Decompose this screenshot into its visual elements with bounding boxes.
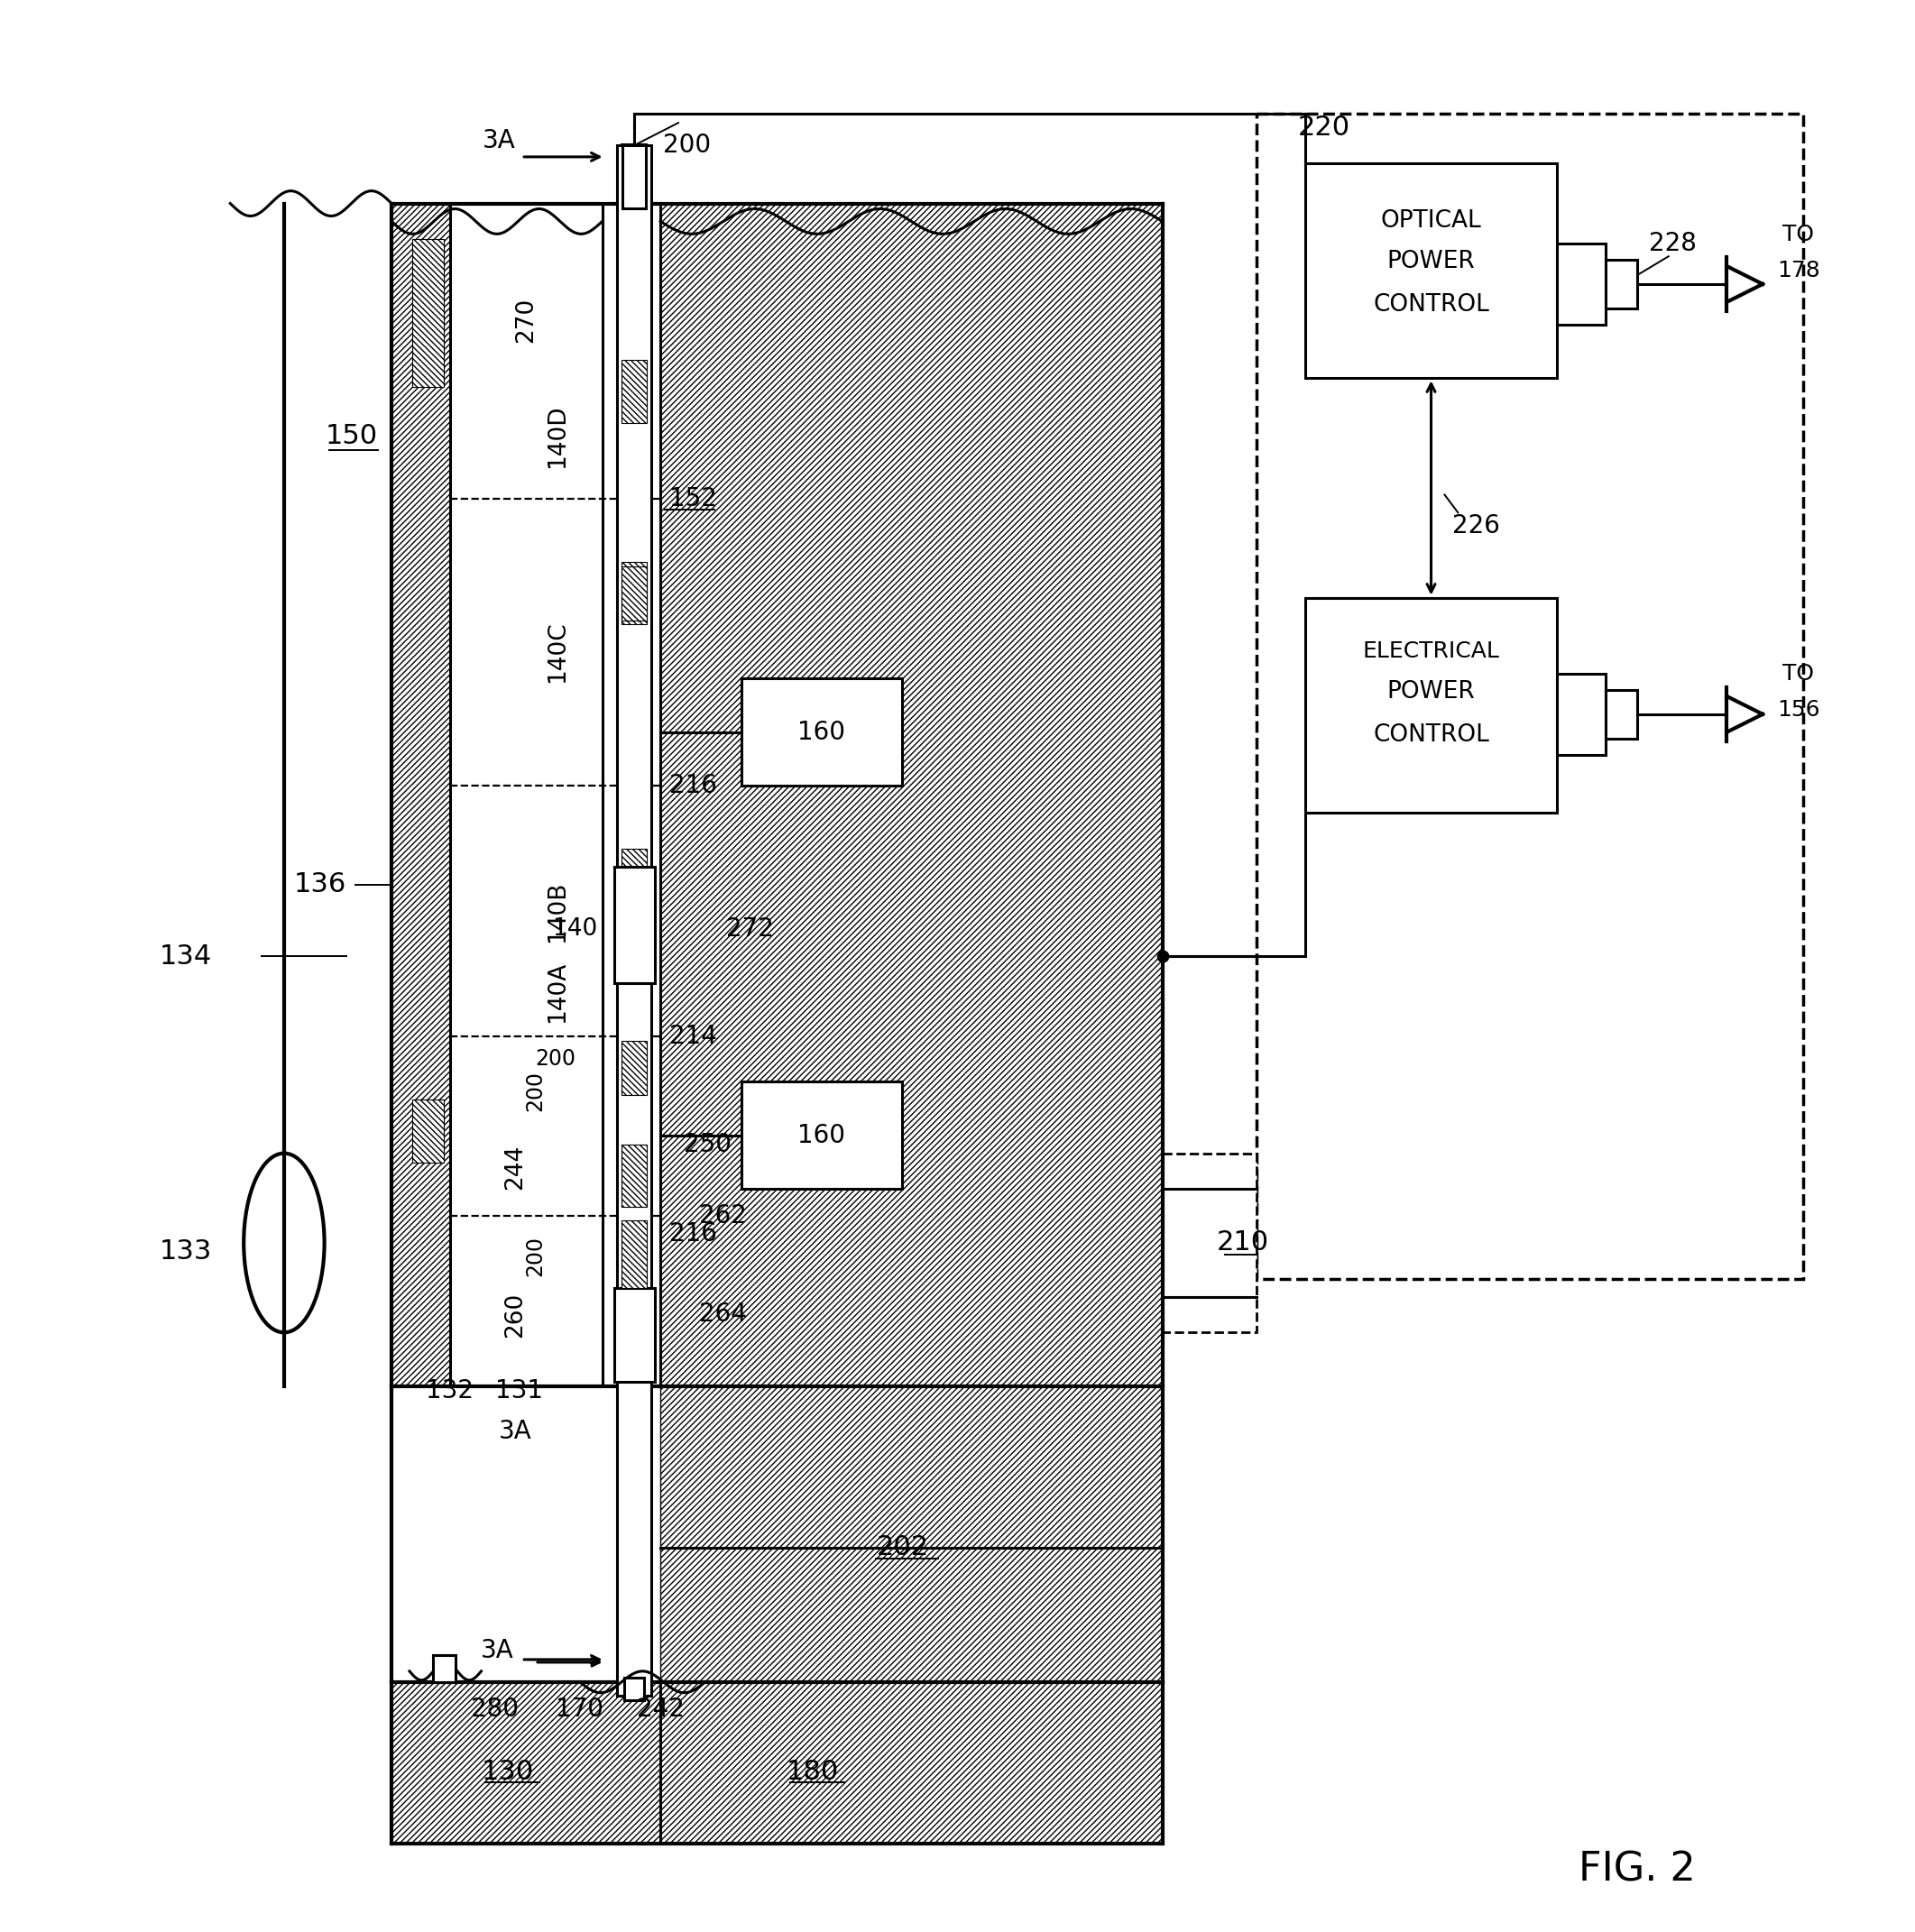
Text: 264: 264 <box>699 1302 747 1327</box>
Bar <box>1607 261 1637 309</box>
Text: 140C: 140C <box>546 620 569 682</box>
Bar <box>622 566 647 620</box>
Text: 133: 133 <box>159 1238 213 1265</box>
Text: 140: 140 <box>552 918 597 941</box>
Text: 210: 210 <box>1216 1231 1270 1256</box>
Text: 140A: 140A <box>546 962 569 1022</box>
Bar <box>622 848 647 912</box>
Text: POWER: POWER <box>1386 680 1475 703</box>
Bar <box>1306 162 1557 379</box>
Text: 216: 216 <box>670 1221 716 1246</box>
Text: 136: 136 <box>293 871 347 898</box>
Bar <box>1557 674 1607 755</box>
Bar <box>450 203 661 1387</box>
Bar <box>391 203 450 1387</box>
Bar <box>412 240 444 386</box>
Bar <box>622 1144 647 1208</box>
Bar <box>661 1387 1162 1683</box>
Text: ELECTRICAL: ELECTRICAL <box>1363 641 1499 663</box>
Text: 220: 220 <box>1296 114 1350 141</box>
Bar <box>622 1041 647 1095</box>
Bar <box>741 1082 902 1188</box>
Ellipse shape <box>243 1153 324 1333</box>
Text: 214: 214 <box>670 1024 716 1049</box>
Text: 272: 272 <box>726 916 774 943</box>
Text: 3A: 3A <box>498 1418 532 1443</box>
FancyBboxPatch shape <box>1256 114 1804 1279</box>
Text: 180: 180 <box>787 1758 839 1785</box>
Bar <box>412 1099 444 1163</box>
Text: 3A: 3A <box>483 128 515 153</box>
Text: CONTROL: CONTROL <box>1373 723 1490 746</box>
Text: 200: 200 <box>525 1070 546 1111</box>
Bar <box>1607 690 1637 738</box>
Text: 160: 160 <box>799 1122 846 1148</box>
Text: 132: 132 <box>425 1378 473 1403</box>
Bar <box>622 562 647 624</box>
Text: 270: 270 <box>515 298 538 342</box>
Text: TO: TO <box>1783 663 1814 684</box>
Text: 216: 216 <box>670 773 716 798</box>
Bar <box>617 145 651 1696</box>
Bar <box>622 145 645 209</box>
Text: 200: 200 <box>663 133 710 158</box>
Bar <box>661 203 1162 1387</box>
Text: TO: TO <box>1783 224 1814 245</box>
Bar <box>624 1677 643 1700</box>
Text: 244: 244 <box>504 1144 527 1190</box>
Bar <box>615 1289 655 1381</box>
Bar <box>622 359 647 423</box>
Text: 150: 150 <box>326 423 377 450</box>
Text: 280: 280 <box>471 1696 519 1721</box>
FancyBboxPatch shape <box>1162 1153 1256 1333</box>
Text: 226: 226 <box>1452 514 1499 539</box>
Text: 250: 250 <box>684 1132 732 1157</box>
Text: 242: 242 <box>636 1696 684 1721</box>
Bar <box>1306 597 1557 813</box>
Text: 152: 152 <box>670 487 716 512</box>
Bar <box>661 1683 1162 1843</box>
Text: 131: 131 <box>494 1378 542 1403</box>
Text: 262: 262 <box>699 1204 747 1229</box>
Text: 3A: 3A <box>481 1638 513 1663</box>
Bar <box>391 1683 1162 1843</box>
Text: 130: 130 <box>483 1758 534 1785</box>
Bar <box>622 1221 647 1289</box>
Text: 156: 156 <box>1777 699 1819 721</box>
Text: 200: 200 <box>534 1049 574 1070</box>
Text: 228: 228 <box>1649 232 1697 257</box>
Bar <box>741 678 902 786</box>
Text: 160: 160 <box>799 719 846 744</box>
Text: 140D: 140D <box>546 404 569 468</box>
Text: 200: 200 <box>525 1236 546 1277</box>
Text: POWER: POWER <box>1386 249 1475 274</box>
Text: 178: 178 <box>1777 259 1819 282</box>
Text: 134: 134 <box>159 943 213 970</box>
Text: 202: 202 <box>877 1534 929 1561</box>
Bar <box>615 867 655 983</box>
Text: 140B: 140B <box>546 881 569 943</box>
Bar <box>433 1656 456 1683</box>
Bar <box>1557 243 1607 325</box>
Text: 170: 170 <box>555 1696 603 1721</box>
Text: FIG. 2: FIG. 2 <box>1578 1851 1697 1889</box>
Text: CONTROL: CONTROL <box>1373 294 1490 317</box>
Text: OPTICAL: OPTICAL <box>1381 211 1482 234</box>
Text: 260: 260 <box>504 1293 527 1337</box>
